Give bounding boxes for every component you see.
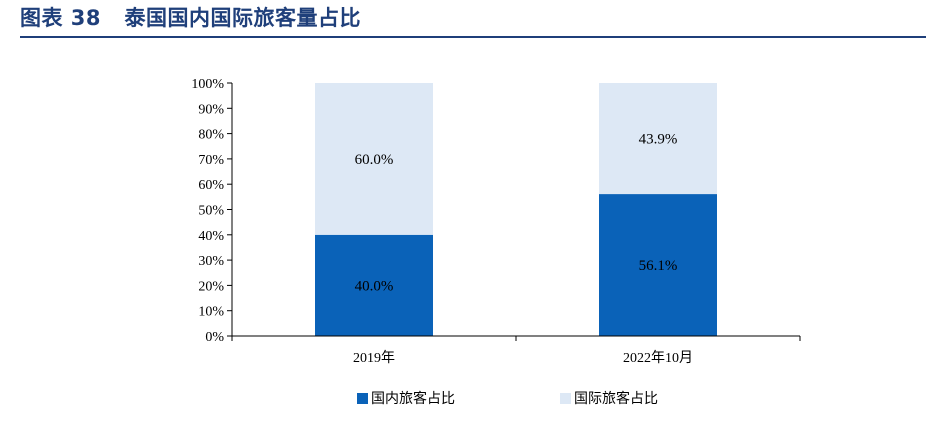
title-underline: [20, 36, 926, 38]
y-tick-label: 100%: [191, 77, 224, 92]
bar-domestic-1: [599, 194, 717, 336]
y-tick-label: 30%: [198, 254, 224, 269]
y-tick-label: 20%: [198, 279, 224, 294]
bar-international-1: [599, 83, 717, 195]
data-label-domestic-0: 40.0%: [355, 278, 394, 294]
legend-label: 国际旅客占比: [574, 391, 658, 407]
chart-title: 图表 38 泰国国内国际旅客量占比: [20, 6, 361, 30]
data-label-domestic-1: 56.1%: [639, 258, 678, 274]
data-label-international-0: 60.0%: [355, 152, 394, 168]
data-label-international-1: 43.9%: [639, 132, 678, 148]
legend-item-international: 国际旅客占比: [560, 388, 658, 408]
chart-legend: 国内旅客占比 国际旅客占比: [0, 388, 926, 416]
y-tick-label: 80%: [198, 128, 224, 143]
stacked-bar-chart: 40.0% 60.0% 56.1% 43.9% 0% 10% 20% 30% 40% 50% 60%…: [191, 77, 801, 366]
y-tick-label: 90%: [198, 102, 224, 117]
legend-item-domestic: 国内旅客占比: [357, 388, 455, 408]
y-tick-label: 60%: [198, 178, 224, 193]
legend-swatch: [560, 392, 571, 404]
y-tick-label: 10%: [198, 305, 224, 320]
y-tick-label: 40%: [198, 229, 224, 244]
bar-international-0: [315, 83, 433, 235]
y-tick-label: 0%: [205, 330, 224, 345]
x-tick-label: 2022年10月: [623, 350, 693, 366]
legend-swatch: [357, 392, 368, 404]
y-tick-label: 70%: [198, 153, 224, 168]
x-tick-label: 2019年: [353, 350, 395, 366]
y-tick-label: 50%: [198, 204, 224, 219]
legend-label: 国内旅客占比: [371, 391, 455, 407]
bar-domestic-0: [315, 234, 433, 336]
